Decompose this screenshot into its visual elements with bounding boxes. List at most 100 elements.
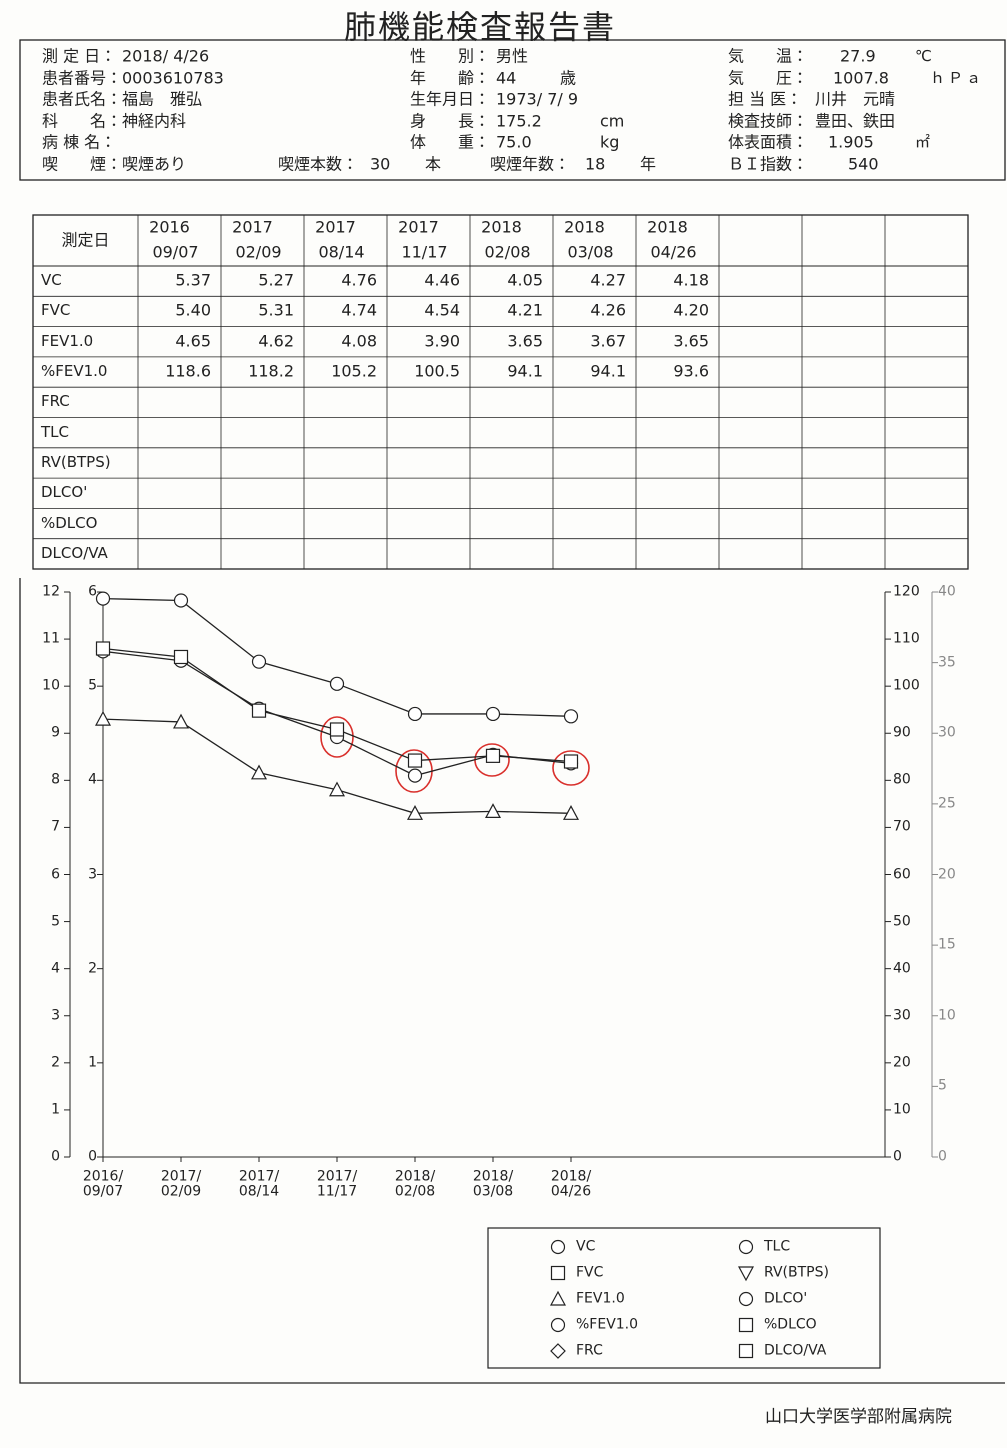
y-tick-label: 0 [88, 1148, 97, 1165]
field-value: 2018/ 4/26 [122, 46, 210, 66]
chart-frame [19, 578, 1005, 1384]
field-value: 0003610783 [122, 68, 224, 88]
point [550, 1239, 566, 1255]
point [550, 1343, 566, 1359]
cell-value: 118.2 [248, 361, 294, 381]
date-day: 02/08 [484, 242, 531, 262]
cell-value: 100.5 [414, 361, 460, 381]
point [738, 1317, 754, 1333]
field-value: 30 [370, 154, 391, 174]
date-day: 04/26 [650, 242, 697, 262]
point [563, 754, 579, 769]
field-unit: ㎡ [915, 133, 934, 152]
y-tick-label: 4 [51, 960, 60, 977]
point [484, 803, 502, 819]
table-frame [32, 214, 969, 570]
cell-value: 4.74 [341, 301, 377, 321]
field-label: 喫煙本数： [278, 154, 359, 174]
y-tick-label: 110 [893, 630, 920, 647]
point [329, 676, 345, 691]
field-label: 測 定 日： [42, 46, 117, 66]
date-day: 03/08 [567, 242, 614, 262]
field-value: 18 [585, 154, 606, 174]
y-tick-label: 1 [88, 1054, 97, 1071]
point [251, 654, 267, 669]
y-tick-label: 6 [51, 866, 60, 883]
y-tick-label: 2 [88, 960, 97, 977]
row-label: TLC [41, 422, 69, 441]
point [549, 1290, 567, 1306]
point [329, 722, 345, 737]
field-label: 病 棟 名： [42, 132, 117, 152]
date-year: 2018 [481, 217, 522, 237]
field-unit: ℃ [915, 47, 935, 66]
legend-label: DLCO/VA [764, 1342, 827, 1359]
cell-value: 3.67 [590, 331, 626, 351]
legend-label: TLC [764, 1238, 791, 1255]
point [485, 706, 501, 722]
field-value: 27.9 [840, 46, 876, 66]
legend-label: FEV1.0 [576, 1290, 625, 1307]
series-line [102, 647, 572, 763]
date-day: 02/09 [235, 242, 282, 262]
y-tick-label: 8 [51, 771, 60, 788]
field-value: 540 [848, 154, 879, 174]
cell-value: 4.27 [590, 270, 626, 290]
y-tick-label: 35 [938, 654, 956, 671]
field-label: 喫煙年数： [490, 154, 571, 174]
legend-label: RV(BTPS) [764, 1264, 829, 1281]
field-value: 1.905 [828, 132, 874, 152]
point [250, 764, 268, 780]
cell-value: 3.65 [507, 331, 543, 351]
report-title: 肺機能検査報告書 [343, 8, 616, 46]
header-box [19, 39, 1006, 181]
field-unit: cm [600, 111, 625, 131]
y-tick-label: 1 [51, 1101, 60, 1118]
cell-value: 94.1 [590, 361, 626, 381]
y-tick-label: 0 [938, 1148, 947, 1165]
y-tick-label: 3 [88, 866, 97, 883]
legend-label: %DLCO [764, 1316, 817, 1333]
y-tick-label: 30 [938, 724, 956, 741]
y-tick-label: 80 [893, 771, 911, 788]
field-value: 175.2 [496, 111, 542, 131]
point [328, 781, 346, 797]
y-tick-label: 25 [938, 795, 956, 812]
field-value: 75.0 [496, 132, 532, 152]
field-value: 1007.8 [833, 68, 889, 88]
row-label: %DLCO [41, 513, 98, 532]
cell-value: 4.26 [590, 301, 626, 321]
y-tick-label: 15 [938, 936, 956, 953]
x-tick-label: 2017/ 02/09 [160, 1168, 202, 1199]
row-label: FVC [41, 301, 71, 320]
point [407, 753, 423, 768]
date-year: 2017 [232, 217, 273, 237]
cell-value: 93.6 [673, 361, 709, 381]
field-label: 生年月日： [410, 89, 491, 109]
field-value: 神経内科 [122, 111, 187, 131]
footer-text: 山口大学医学部附属病院 [765, 1407, 952, 1428]
field-value: 男性 [496, 46, 529, 66]
point [407, 768, 423, 783]
y-tick-label: 20 [893, 1054, 911, 1071]
field-label: 体表面積： [728, 132, 809, 152]
y-tick-label: 40 [893, 960, 911, 977]
x-tick-label: 2017/ 08/14 [238, 1168, 280, 1199]
date-day: 11/17 [401, 242, 448, 262]
x-tick-label: 2016/ 09/07 [82, 1168, 124, 1199]
x-tick-label: 2018/ 03/08 [472, 1168, 514, 1199]
date-year: 2016 [149, 217, 190, 237]
y-tick-label: 6 [88, 583, 97, 600]
cell-value: 4.62 [258, 331, 294, 351]
cell-value: 5.37 [175, 270, 211, 290]
field-unit: 歳 [560, 68, 577, 88]
date-year: 2018 [647, 217, 688, 237]
cell-value: 4.05 [507, 270, 543, 290]
cell-value: 4.08 [341, 331, 377, 351]
row-label: FRC [41, 392, 70, 411]
y-tick-label: 50 [893, 913, 911, 930]
cell-value: 4.18 [673, 270, 709, 290]
point [173, 593, 189, 608]
field-unit: ｈＰａ [930, 68, 985, 87]
